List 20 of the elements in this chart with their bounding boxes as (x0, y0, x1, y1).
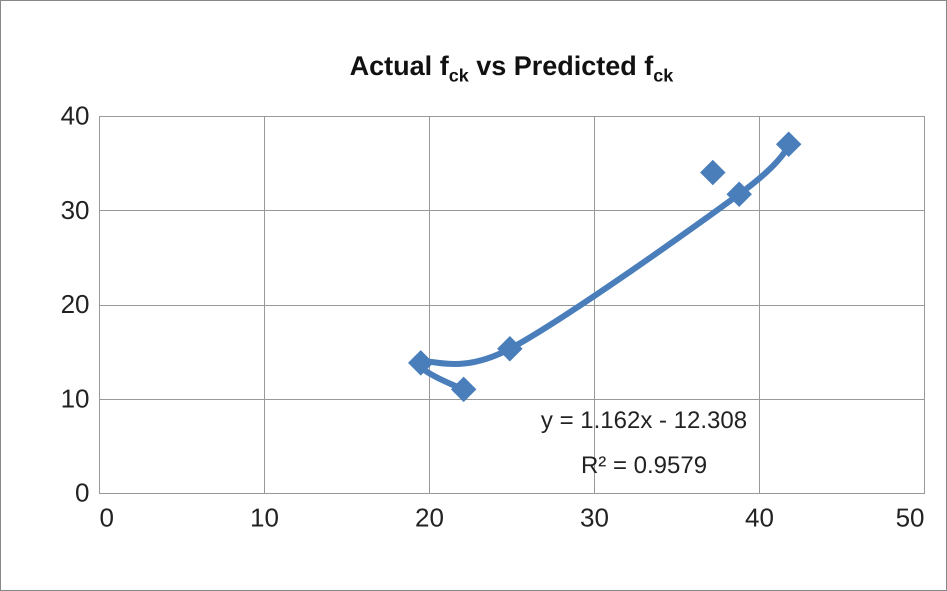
x-tick-label: 10 (250, 502, 279, 532)
x-tick-label: 20 (415, 502, 444, 532)
annotation: y = 1.162x - 12.308 (540, 407, 748, 434)
y-tick-label: 10 (60, 383, 90, 414)
annotation: R² = 0.9579 (580, 452, 708, 479)
y-tick-label: 30 (60, 194, 90, 225)
y-tick-label: 40 (60, 100, 90, 130)
x-tick-label: 30 (580, 502, 609, 532)
x-tick-label: 40 (745, 502, 774, 532)
y-tick-label: 0 (75, 478, 90, 508)
point (450, 376, 476, 402)
point (726, 181, 752, 207)
point (408, 350, 434, 376)
point (497, 336, 523, 362)
chart-title: Actual f$_{ck}$ vs Predicted f$_{ck}$ (348, 51, 674, 86)
x-tick-label: 50 (896, 502, 924, 532)
x-tick-label: 0 (100, 502, 114, 532)
y-tick-label: 20 (60, 289, 90, 319)
point (776, 132, 802, 158)
point (700, 160, 726, 186)
